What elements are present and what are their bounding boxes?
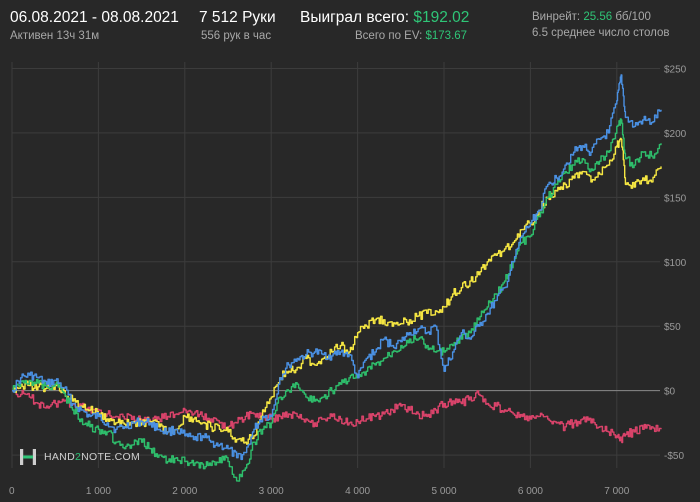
hands-per-hour: 556 рук в час: [201, 30, 272, 42]
stats-header: 06.08.2021 - 08.08.2021 Активен 13ч 31м …: [0, 0, 700, 58]
won-label: Выиграл всего:: [300, 9, 410, 26]
green-series-line: [12, 118, 662, 482]
winnings-block: Выиграл всего: $192.02 Всего по EV: $173…: [300, 8, 469, 44]
ev-label: Всего по EV:: [355, 30, 423, 42]
yellow-series-line: [12, 137, 662, 445]
y-tick-label: $50: [664, 322, 681, 333]
won-value: $192.02: [413, 9, 470, 26]
x-tick-label: 6 000: [518, 486, 543, 497]
x-tick-label: 2 000: [172, 486, 197, 497]
hand2note-logo-icon: [20, 449, 36, 465]
winrate-unit: бб/100: [615, 11, 651, 23]
profit-graph: $250 $200 $150 $100 $50 $0 -$50 0 1 000 2 000 3 00…: [9, 62, 687, 497]
x-tick-label: 5 000: [431, 486, 456, 497]
winrate-label: Винрейт:: [532, 11, 581, 23]
avg-tables: 6.5 среднее число столов: [532, 27, 670, 39]
winrate-value: 25.56: [583, 11, 613, 23]
x-tick-label: 4 000: [345, 486, 370, 497]
hands-block: 7 512 Руки 556 рук в час: [199, 8, 276, 44]
y-tick-label: $200: [664, 129, 687, 140]
hand2note-logo: HAND2NOTE.COM: [18, 447, 140, 467]
session-dates-block: 06.08.2021 - 08.08.2021 Активен 13ч 31м: [10, 8, 179, 44]
hand2note-logo-text: HAND2NOTE.COM: [44, 451, 141, 463]
x-tick-label: 3 000: [259, 486, 284, 497]
y-tick-label: -$50: [664, 451, 684, 462]
blue-series-line: [12, 74, 662, 461]
y-tick-label: $0: [664, 387, 676, 398]
red-series-line: [12, 389, 662, 444]
ev-total: Всего по EV: $173.67: [355, 28, 469, 44]
active-time: Активен 13ч 31м: [10, 30, 100, 42]
x-tick-label: 1 000: [86, 486, 111, 497]
y-tick-label: $150: [664, 193, 687, 204]
y-tick-label: $100: [664, 258, 687, 269]
date-range: 06.08.2021 - 08.08.2021: [10, 9, 179, 26]
y-tick-label: $250: [664, 64, 687, 75]
hands-count: 7 512 Руки: [199, 9, 276, 26]
winrate-block: Винрейт: 25.56 бб/100 6.5 среднее число …: [532, 9, 670, 41]
ev-value: $173.67: [425, 30, 468, 42]
x-tick-label: 7 000: [604, 486, 629, 497]
winrate: Винрейт: 25.56 бб/100: [532, 9, 670, 25]
won-total: Выиграл всего: $192.02: [300, 8, 469, 28]
x-tick-label: 0: [9, 486, 15, 497]
